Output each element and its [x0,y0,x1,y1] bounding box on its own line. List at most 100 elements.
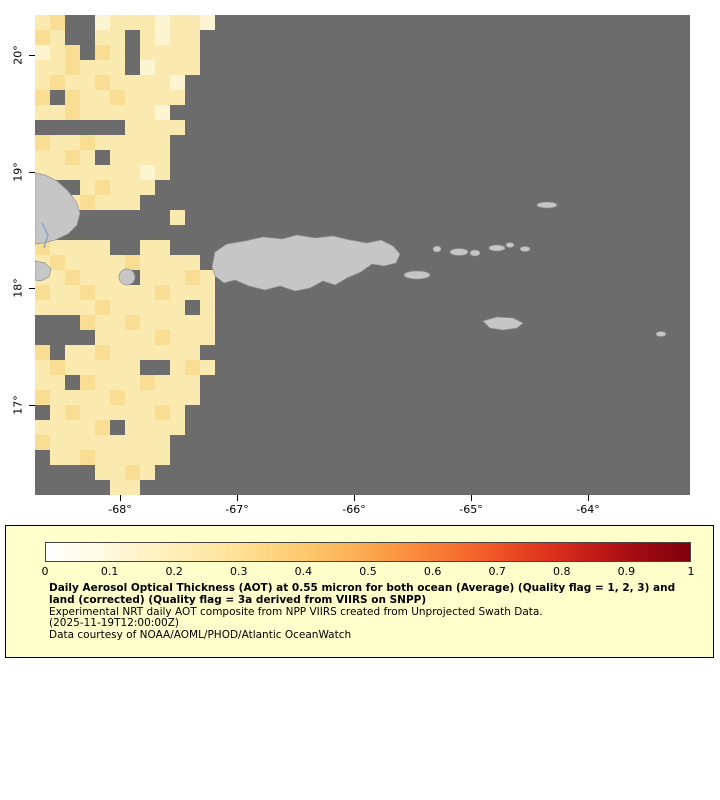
aot-cell [35,60,50,75]
aot-cell [125,150,140,165]
aot-cell [110,90,125,105]
aot-cell [125,360,140,375]
aot-cell [125,330,140,345]
aot-cell [35,45,50,60]
aot-cell [95,390,110,405]
aot-cell [155,270,170,285]
aot-cell [140,345,155,360]
aot-cell [95,45,110,60]
island-saona [35,260,52,282]
aot-cell [50,60,65,75]
aot-cell [50,435,65,450]
aot-cell [155,330,170,345]
aot-cell [65,360,80,375]
aot-cell [185,255,200,270]
aot-cell [95,435,110,450]
aot-cell [95,345,110,360]
aot-cell [125,180,140,195]
aot-cell [95,270,110,285]
aot-cell [95,180,110,195]
aot-cell [80,345,95,360]
aot-cell [140,60,155,75]
aot-cell [50,105,65,120]
aot-cell [80,360,95,375]
aot-cell [80,105,95,120]
map-plot [35,15,690,495]
island-jost-van-dyke [505,242,515,248]
aot-cell [80,90,95,105]
aot-cell [155,165,170,180]
aot-cell [65,450,80,465]
island-st-thomas [449,248,469,256]
lon-label: -65° [459,503,483,516]
aot-cell [95,60,110,75]
aot-cell [95,420,110,435]
aot-cell [95,105,110,120]
lat-tick [29,55,35,56]
lon-tick [237,495,238,501]
aot-cell [185,60,200,75]
aot-cell [170,375,185,390]
aot-cell [140,420,155,435]
aot-cell [35,150,50,165]
island-st-john [469,249,481,257]
aot-cell [65,405,80,420]
aot-cell [170,360,185,375]
aot-cell [125,105,140,120]
island-culebra [432,245,442,253]
aot-cell [155,435,170,450]
aot-cell [155,105,170,120]
aot-cell [35,435,50,450]
aot-cell [200,360,215,375]
aot-cell [110,75,125,90]
aot-cell [110,255,125,270]
aot-cell [65,270,80,285]
island-vieques [403,270,431,280]
aot-cell [95,90,110,105]
aot-cell [125,465,140,480]
aot-cell [65,60,80,75]
aot-cell [80,165,95,180]
aot-cell [155,75,170,90]
aot-cell [35,90,50,105]
aot-cell [95,30,110,45]
aot-cell [95,240,110,255]
aot-cell [185,15,200,30]
lat-label: 19° [11,162,25,182]
aot-data-layer [35,15,690,495]
aot-cell [170,300,185,315]
aot-cell [95,15,110,30]
aot-cell [50,255,65,270]
aot-cell [125,345,140,360]
aot-cell [140,435,155,450]
aot-cell [170,75,185,90]
aot-cell [170,60,185,75]
aot-cell [80,240,95,255]
aot-cell [110,195,125,210]
colorbar-tick-label: 1 [687,565,695,578]
aot-cell [110,405,125,420]
aot-cell [200,15,215,30]
aot-cell [110,315,125,330]
aot-cell [35,105,50,120]
aot-cell [110,375,125,390]
aot-cell [50,285,65,300]
aot-cell [65,165,80,180]
aot-cell [170,120,185,135]
aot-cell [95,75,110,90]
aot-cell [155,120,170,135]
aot-cell [200,285,215,300]
aot-cell [125,90,140,105]
aot-cell [35,390,50,405]
colorbar-tick-label: 0.2 [165,565,183,578]
aot-cell [110,30,125,45]
aot-cell [170,255,185,270]
aot-cell [170,285,185,300]
aot-cell [155,60,170,75]
aot-cell [50,45,65,60]
aot-cell [35,135,50,150]
aot-cell [50,390,65,405]
aot-cell [185,390,200,405]
aot-cell [170,90,185,105]
aot-cell [50,240,65,255]
